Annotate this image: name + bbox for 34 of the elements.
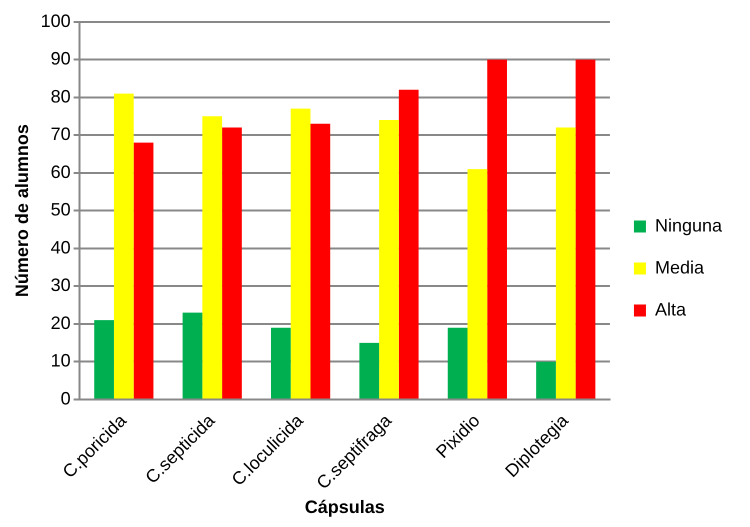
y-tick-label: 0 xyxy=(60,388,71,408)
y-tick-label: 60 xyxy=(50,162,71,182)
y-tick-label: 20 xyxy=(50,312,71,333)
bar xyxy=(270,328,291,399)
bar xyxy=(556,128,576,399)
y-tick-label: 50 xyxy=(50,200,71,220)
bar xyxy=(94,320,114,399)
bar xyxy=(398,90,419,399)
y-tick-label: 30 xyxy=(50,275,71,296)
y-tick-label: 80 xyxy=(50,86,71,106)
bar xyxy=(576,60,596,399)
bar xyxy=(487,60,507,399)
legend-label: Alta xyxy=(654,299,687,320)
legend-label: Ninguna xyxy=(654,215,723,236)
bar xyxy=(536,362,556,399)
bar xyxy=(134,142,154,399)
y-tick-label: 90 xyxy=(50,48,71,69)
bar xyxy=(448,328,468,399)
bar xyxy=(379,120,399,399)
bar xyxy=(468,169,488,399)
bar xyxy=(222,128,242,399)
y-axis-title: Número de alumnos xyxy=(12,124,32,298)
y-tick-label: 40 xyxy=(50,237,71,258)
bar xyxy=(114,94,134,399)
bar xyxy=(182,312,202,399)
y-tick-label: 70 xyxy=(50,124,71,144)
bar xyxy=(290,108,310,399)
y-tick-label: 10 xyxy=(50,350,71,371)
bar xyxy=(310,124,330,399)
x-axis-title: Cápsulas xyxy=(304,497,385,518)
y-tick-label: 100 xyxy=(40,10,71,31)
bar xyxy=(359,342,380,399)
legend-label: Media xyxy=(654,257,705,278)
bar xyxy=(202,116,222,399)
